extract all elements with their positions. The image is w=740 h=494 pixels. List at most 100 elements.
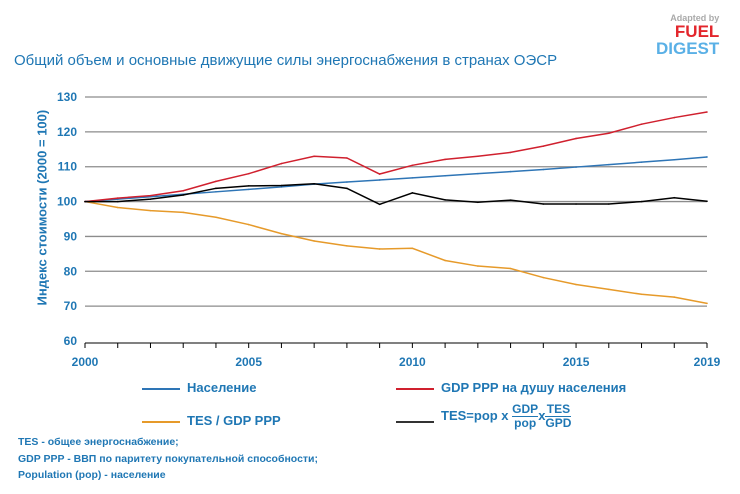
data-point [378, 248, 381, 250]
fraction-num: GDP [512, 402, 539, 418]
data-point [149, 194, 152, 197]
note: GDP PPP - ВВП по паритету покупательной … [18, 453, 319, 465]
data-point [346, 187, 348, 190]
data-point [575, 137, 577, 140]
legend-swatch-tes [396, 421, 434, 423]
logo-line: DIGEST [656, 39, 720, 58]
data-point [116, 197, 119, 199]
data-point [378, 203, 381, 206]
data-point [477, 172, 479, 175]
legend-swatch-population [142, 388, 180, 390]
data-point [575, 283, 577, 286]
note: TES - общее энергоснабжение; [18, 436, 179, 448]
x-tick-label: 2000 [72, 355, 99, 369]
y-tick-label: 70 [64, 299, 78, 313]
data-point [575, 166, 577, 168]
chart-title: Общий объем и основные движущие силы эне… [14, 52, 558, 69]
data-point [411, 177, 414, 179]
data-point [247, 188, 250, 191]
data-point [444, 158, 446, 161]
data-point [542, 145, 545, 147]
data-point [706, 200, 708, 203]
fraction: TES GPD [545, 402, 572, 431]
data-point [411, 192, 414, 194]
data-point [182, 189, 185, 192]
x-tick-label: 2005 [235, 355, 262, 369]
fuel-digest-logo: Adapted by FUEL DIGEST [656, 13, 720, 58]
y-tick-label: 100 [57, 195, 77, 209]
data-point [84, 200, 86, 203]
data-point [444, 259, 446, 262]
x-tick-label: 2010 [399, 355, 426, 369]
y-tick-label: 110 [58, 160, 78, 174]
data-point [640, 293, 643, 296]
data-point [346, 157, 348, 159]
y-tick-label: 60 [64, 334, 78, 348]
data-point [280, 184, 283, 187]
data-point [706, 111, 708, 113]
legend-label-population: Население [187, 380, 257, 395]
legend-swatch-gdp [396, 388, 434, 390]
fraction-den: pop [514, 416, 537, 431]
data-point [640, 123, 643, 125]
data-point [280, 232, 283, 235]
data-point [607, 163, 610, 166]
data-point [149, 198, 152, 200]
data-point [313, 182, 315, 185]
y-tick-label: 130 [57, 90, 77, 104]
logo-line: Adapted by [670, 13, 720, 23]
data-point [607, 288, 610, 291]
data-point [346, 245, 348, 247]
data-point [378, 173, 381, 175]
data-point [215, 180, 217, 183]
data-point [640, 161, 643, 163]
data-point [116, 200, 119, 203]
data-point [509, 199, 512, 201]
x-tick-label: 2015 [563, 355, 590, 369]
data-point [182, 211, 185, 214]
series-line-2 [84, 200, 708, 305]
data-point [607, 203, 610, 205]
data-point [477, 201, 479, 204]
data-point [673, 296, 676, 298]
data-point [215, 191, 217, 193]
fraction: GDP pop [512, 402, 539, 431]
y-tick-label: 90 [64, 229, 78, 243]
data-point [509, 267, 512, 270]
data-point [215, 187, 217, 190]
series-line-3 [85, 183, 708, 206]
data-point [411, 247, 414, 250]
data-point [542, 276, 545, 279]
data-point [182, 194, 185, 196]
data-point [149, 209, 152, 212]
data-point [673, 196, 676, 199]
legend-tes-prefix: TES=pop x [441, 408, 509, 424]
data-point [575, 203, 577, 205]
note: Population (pop) - население [18, 469, 166, 481]
data-point [509, 170, 512, 173]
data-point [673, 158, 676, 161]
data-point [378, 179, 381, 181]
data-point [640, 200, 643, 203]
data-point [247, 223, 250, 226]
fraction-den: GPD [545, 416, 572, 431]
y-tick-label: 120 [57, 125, 77, 139]
legend-label-gdp: GDP PPP на душу населения [441, 380, 627, 395]
x-tick-label: 2019 [694, 355, 721, 369]
data-point [215, 216, 217, 219]
data-point [247, 185, 250, 187]
fraction-num: TES [545, 402, 572, 418]
data-point [313, 155, 315, 158]
data-point [411, 164, 414, 167]
data-point [444, 199, 446, 201]
data-point [116, 206, 119, 209]
data-point [542, 168, 545, 171]
data-point [706, 156, 708, 158]
data-point [706, 302, 708, 305]
legend-tes-times: x [538, 408, 546, 424]
plot-area: 60 70 80 90 100 110 120 130 2000 2005 2010 2015 2019 [57, 90, 721, 369]
data-point [477, 265, 479, 267]
data-point [607, 132, 610, 135]
y-tick-label: 80 [64, 264, 78, 278]
